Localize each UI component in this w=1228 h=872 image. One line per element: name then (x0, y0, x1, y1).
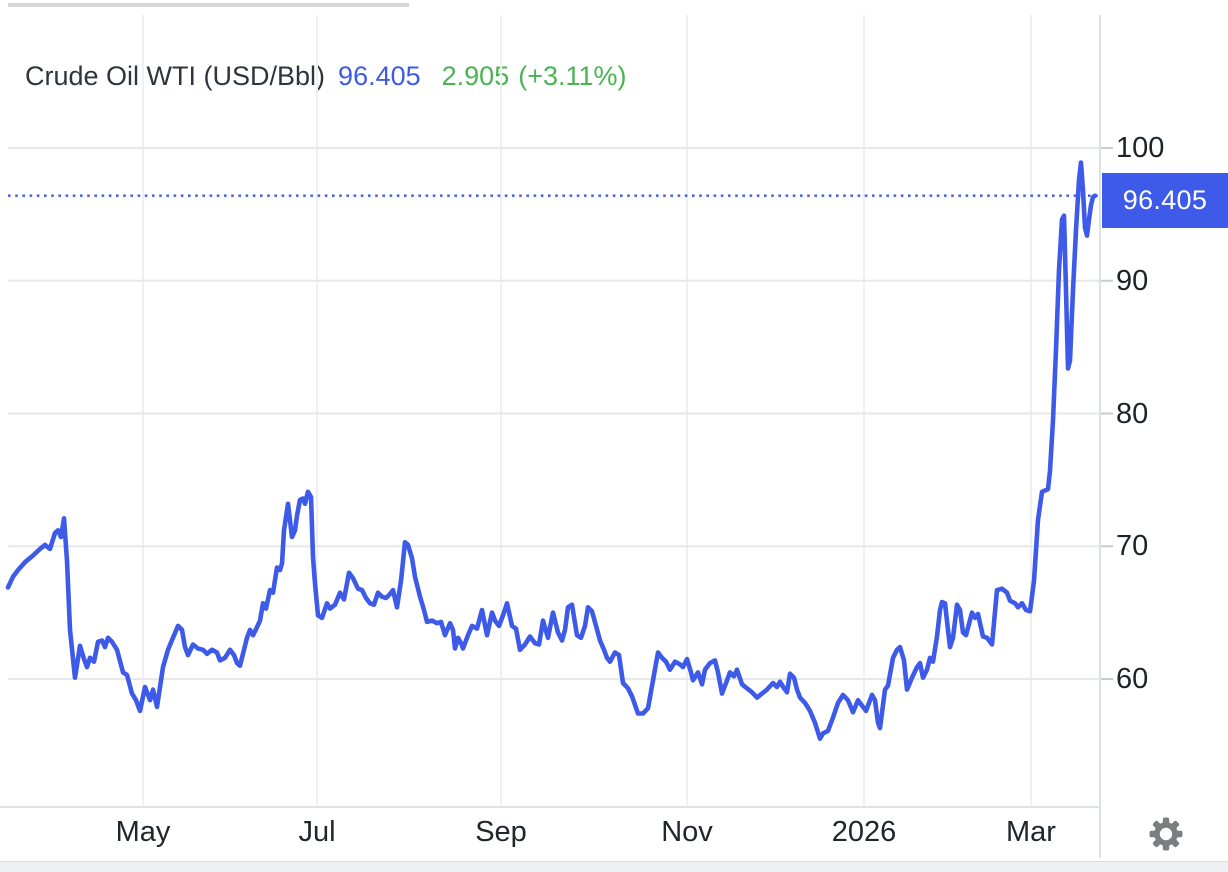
x-tick-label: May (115, 816, 171, 848)
last-price-value: 96.405 (338, 61, 421, 91)
y-tick-label: 100 (1116, 132, 1165, 164)
current-price-badge: 96.405 (1102, 173, 1228, 228)
top-divider (8, 3, 409, 7)
x-tick-label: 2026 (831, 816, 897, 848)
y-tick-label: 60 (1116, 663, 1149, 695)
y-tick-label: 80 (1116, 397, 1149, 430)
chart-header: Crude Oil WTI (USD/Bbl) 96.405 2.905 (+3.… (25, 57, 627, 95)
y-tick-label: 90 (1116, 264, 1149, 297)
change-value: 2.905 (441, 61, 510, 91)
instrument-title: Crude Oil WTI (USD/Bbl) (25, 61, 326, 91)
price-line (5, 160, 1098, 742)
x-tick-label: Jul (298, 816, 336, 848)
x-tick-label: Nov (661, 816, 713, 848)
price-change: 2.905 (+3.11%) (442, 57, 627, 95)
y-tick-label: 70 (1116, 530, 1149, 563)
badge-price-label: 96.405 (1122, 185, 1208, 215)
gear-icon (1149, 817, 1183, 851)
change-percent: (+3.11%) (518, 61, 627, 91)
x-tick-label: Sep (475, 816, 527, 848)
x-tick-label: Mar (1006, 816, 1056, 848)
settings-button[interactable] (1143, 812, 1189, 858)
bottom-edge (0, 861, 1228, 872)
